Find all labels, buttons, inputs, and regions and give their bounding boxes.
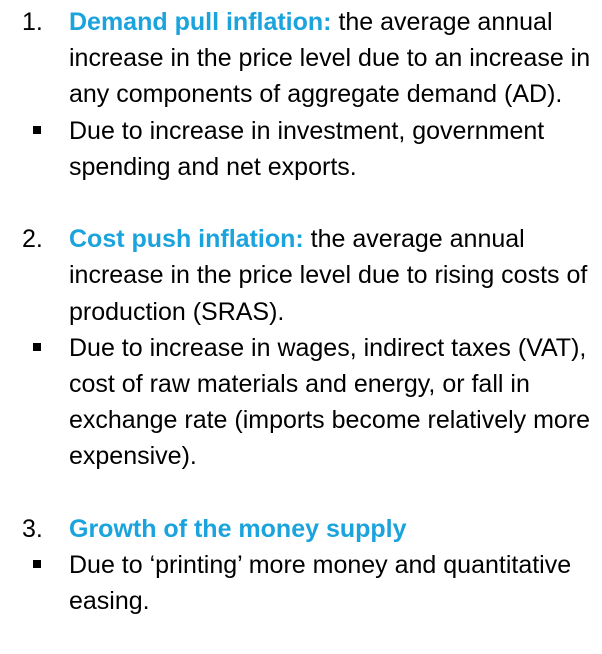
cause-money-supply: 3. Growth of the money supply Due to ‘pr… (0, 511, 602, 620)
square-bullet-icon (33, 125, 41, 134)
square-bullet-icon (33, 560, 41, 569)
item-term: Cost push inflation: (69, 225, 304, 254)
bullet-text: Due to ‘printing’ more money and quantit… (69, 551, 572, 616)
item-term: Demand pull inflation: (69, 8, 332, 36)
item-definition: the average annual increase in the price… (69, 8, 591, 109)
item-definition: the average annual increase in the price… (69, 225, 588, 326)
bullet-text: Due to increase in wages, indirect taxes… (69, 333, 591, 471)
bullet-item: Due to ‘printing’ more money and quantit… (0, 547, 602, 619)
item-term: Growth of the money supply (69, 514, 407, 543)
bullet-item: Due to increase in wages, indirect taxes… (0, 330, 602, 475)
numbered-item: 1. Demand pull inflation: the average an… (0, 4, 602, 113)
cause-cost-push: 2. Cost push inflation: the average annu… (0, 221, 602, 474)
numbered-item: 2. Cost push inflation: the average annu… (0, 221, 602, 330)
spacer (0, 475, 602, 511)
bullet-item: Due to increase in investment, governmen… (0, 113, 602, 185)
item-number: 1. (22, 8, 43, 36)
bullet-text: Due to increase in investment, governmen… (69, 116, 545, 181)
square-bullet-icon (33, 342, 41, 351)
spacer (0, 185, 602, 221)
numbered-item: 3. Growth of the money supply (0, 511, 602, 547)
item-number: 2. (22, 225, 43, 254)
cause-demand-pull: 1. Demand pull inflation: the average an… (0, 4, 602, 185)
item-number: 3. (22, 514, 43, 543)
